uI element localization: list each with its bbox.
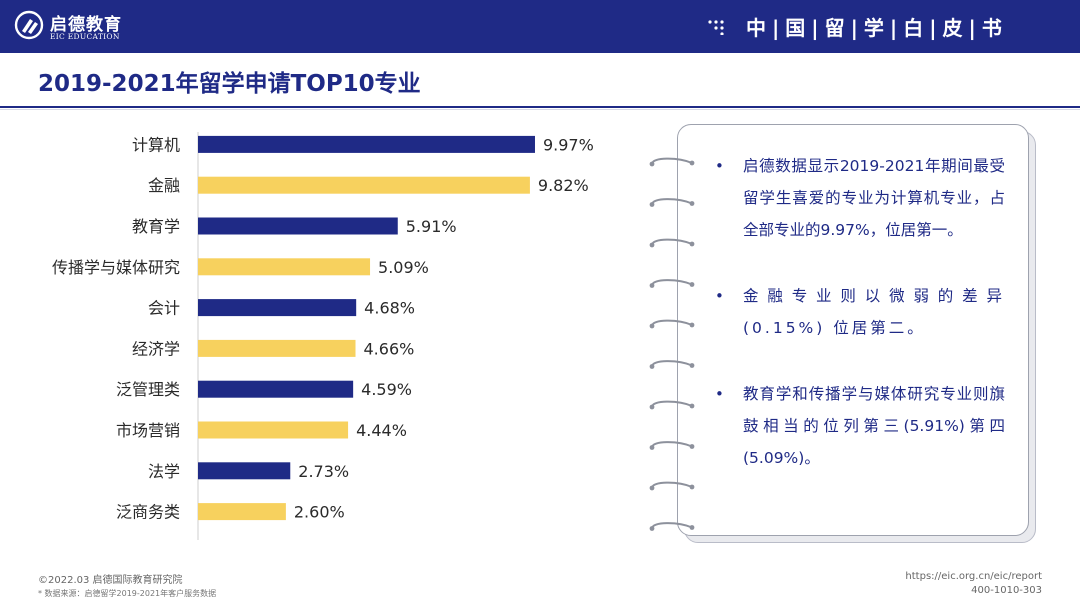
ring-icon [649,198,695,207]
bar-7 [198,380,354,398]
category-label: 金融 [148,176,180,195]
value-label: 9.97% [543,135,594,154]
value-label: 9.82% [538,176,589,195]
footer-source: * 数据来源：启德留学2019-2021年客户服务数据 [38,589,217,598]
bar-10 [198,503,286,521]
ring-icon [649,319,695,329]
value-label: 5.09% [378,258,429,277]
value-label: 4.68% [364,299,415,318]
category-label: 市场营销 [116,421,180,440]
bar-3 [198,217,398,235]
value-label: 2.73% [298,462,349,481]
note-item-1: • 启德数据显示2019-2021年期间最受留学生喜爱的专业为计算机专业，占全部… [715,150,1005,246]
brand-logo[interactable]: 启德教育 EIC EDUCATION [14,8,174,46]
series-title: 中|国|留|学|白|皮|书 [746,16,1008,40]
dots-grid-icon [708,20,724,35]
logo-chinese-text: 启德教育 [50,15,122,35]
category-label: 经济学 [132,339,180,358]
footer-url[interactable]: https://eic.org.cn/eic/report [905,571,1042,582]
title-divider-shadow [0,109,1080,110]
ring-icon [649,481,695,491]
logo-mark-icon [14,10,44,40]
value-label: 2.60% [294,503,345,522]
category-label: 计算机 [132,135,180,154]
value-label: 4.59% [361,380,412,399]
ring-icon [649,279,695,288]
bar-chart: 计算机 9.97% 金融 9.82% 教育学 5.91% 传播学与媒体研究 5.09% 会计 4.… [52,132,594,540]
note-text-2: 金融专业则以微弱的差异(0.15%) 位居第二。 [743,287,1005,337]
header-bar: 启德教育 EIC EDUCATION 中|国|留|学|白|皮|书 [0,0,1080,53]
note-item-3: • 教育学和传播学与媒体研究专业则旗鼓相当的位列第三(5.91%)第四(5.09… [715,378,1005,474]
notepad-rings [649,157,695,531]
ring-icon [649,238,695,248]
notes-list: • 启德数据显示2019-2021年期间最受留学生喜爱的专业为计算机专业，占全部… [715,150,1005,474]
bar-8 [198,421,349,439]
value-label: 5.91% [406,217,457,236]
bullet-dot: • [715,287,727,305]
ring-icon [649,441,695,450]
category-label: 教育学 [132,217,180,236]
bar-5 [198,299,357,317]
ring-icon [649,522,695,531]
category-label: 泛商务类 [116,503,180,522]
value-label: 4.66% [364,339,415,358]
category-label: 法学 [148,462,180,481]
bar-1 [198,135,535,153]
ring-icon [649,360,695,369]
note-item-2: • 金融专业则以微弱的差异(0.15%) 位居第二。 [715,280,1005,344]
note-text-3: 教育学和传播学与媒体研究专业则旗鼓相当的位列第三(5.91%)第四(5.09%)… [743,385,1005,467]
category-label: 泛管理类 [116,380,180,399]
value-label: 4.44% [356,421,407,440]
page-title: 2019-2021年留学申请TOP10专业 [38,71,421,97]
bullet-dot: • [715,385,724,403]
footer-phone: 400-1010-303 [971,585,1042,596]
ring-icon [649,157,695,167]
logo-english-text: EIC EDUCATION [50,32,120,41]
category-label: 会计 [148,299,180,318]
bar-6 [198,339,356,357]
bar-4 [198,258,371,276]
title-divider [0,106,1080,108]
notepad [677,124,1029,536]
bar-9 [198,462,291,480]
bullet-dot: • [715,157,724,175]
footer-copyright: ©2022.03 启德国际教育研究院 [38,575,183,586]
category-label: 传播学与媒体研究 [52,258,180,277]
ring-icon [649,400,695,410]
bar-2 [198,176,530,194]
note-text-1: 启德数据显示2019-2021年期间最受留学生喜爱的专业为计算机专业，占全部专业… [743,157,1005,239]
